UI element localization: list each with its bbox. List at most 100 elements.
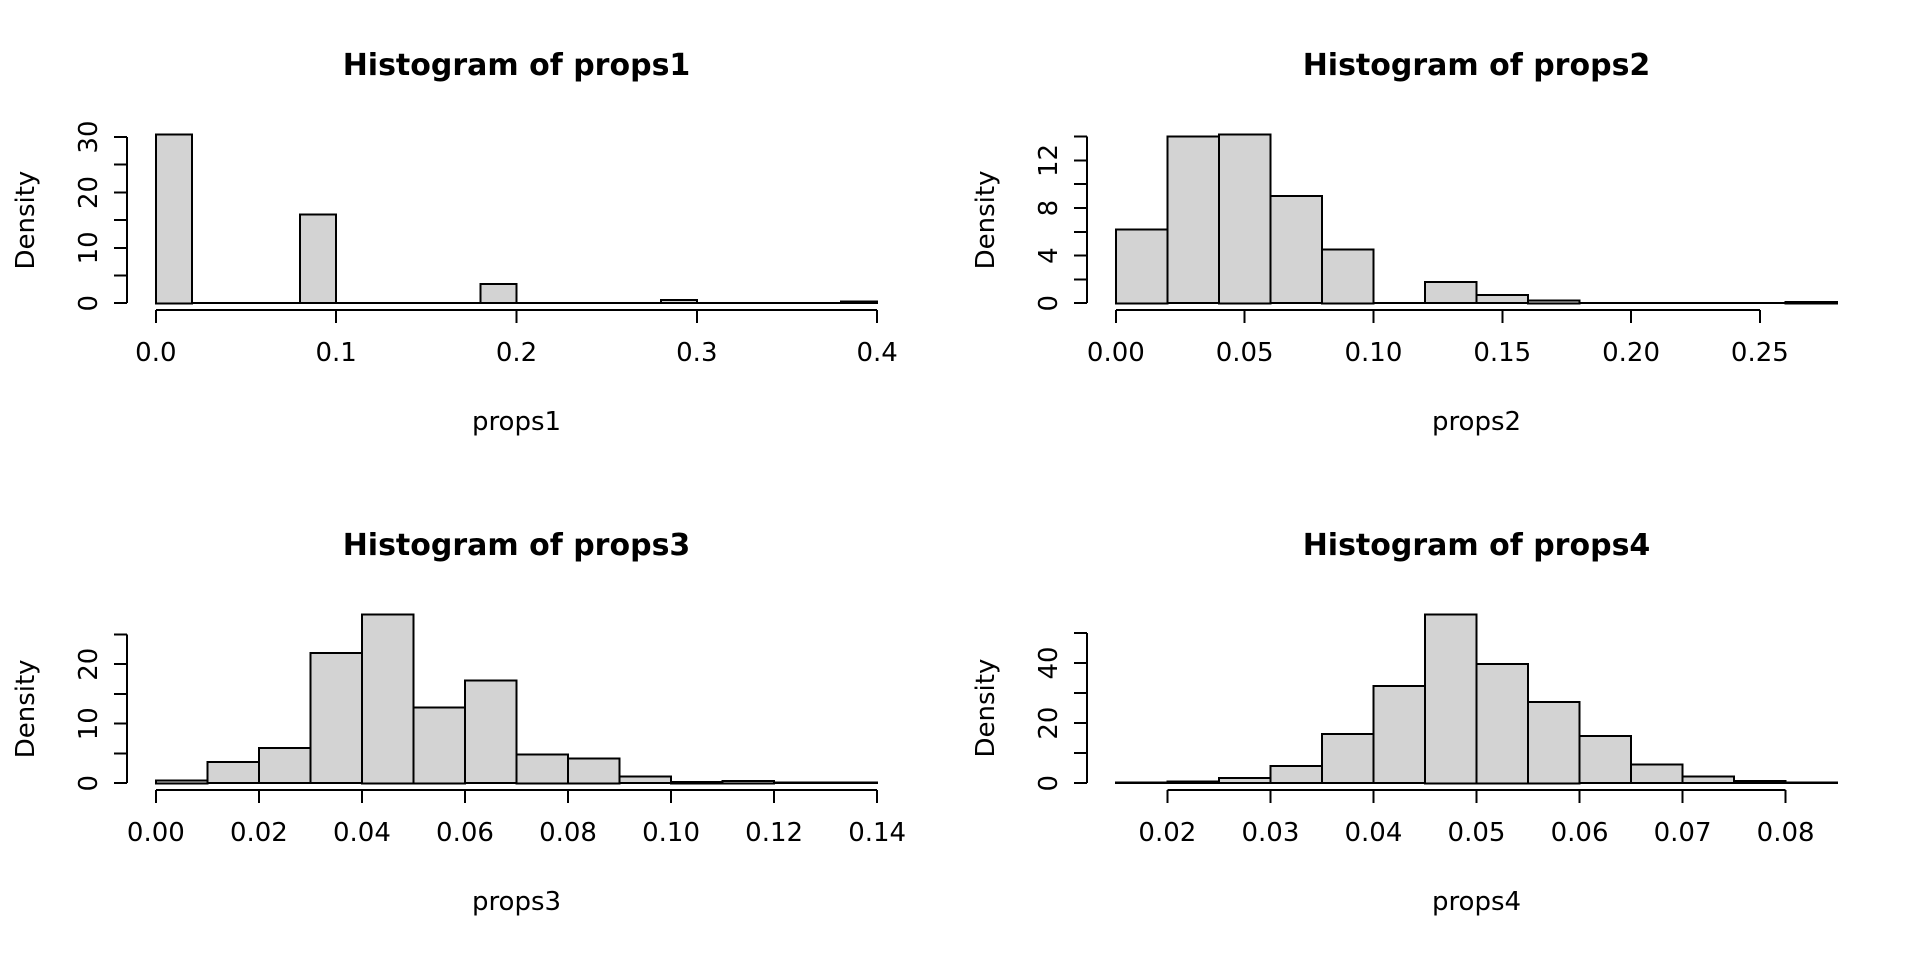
- x-tick-label: 0.10: [642, 818, 700, 848]
- histogram-bar: [154, 133, 193, 305]
- x-tick-label: 0.02: [1138, 818, 1196, 848]
- x-tick-label: 0.02: [230, 818, 288, 848]
- histogram-bar: [299, 213, 338, 305]
- x-tick-label: 0.12: [745, 818, 803, 848]
- x-tick-label: 0.07: [1654, 818, 1712, 848]
- x-tick-label: 0.06: [436, 818, 494, 848]
- histogram-bar: [1630, 763, 1684, 785]
- x-tick-label: 0.4: [856, 338, 897, 368]
- histogram-bar: [1527, 701, 1581, 785]
- histogram-bar: [1527, 299, 1581, 305]
- histogram-bar: [1114, 781, 1169, 785]
- x-tick-label: 0.1: [315, 338, 356, 368]
- y-tick-label: 0: [74, 295, 104, 312]
- y-axis-label: Density: [971, 171, 1001, 270]
- histogram-bar: [1372, 685, 1426, 785]
- histogram-bar: [659, 298, 698, 305]
- histogram-bar: [1733, 780, 1787, 785]
- histogram-bar: [309, 651, 363, 785]
- y-tick-label: 4: [1034, 247, 1064, 264]
- x-tick-label: 0.03: [1241, 818, 1299, 848]
- histogram-bar: [1166, 780, 1220, 785]
- y-tick-label: 12: [1034, 144, 1064, 177]
- x-tick-label: 0.08: [539, 818, 597, 848]
- x-tick-label: 0.2: [496, 338, 537, 368]
- chart-title: Histogram of props1: [343, 48, 691, 83]
- histogram-bar: [1114, 228, 1169, 305]
- histogram-bar: [1784, 781, 1839, 785]
- y-tick-label: 40: [1034, 646, 1064, 679]
- chart-title: Histogram of props3: [343, 528, 691, 563]
- histogram-bar: [824, 781, 879, 785]
- histogram-bar: [1166, 135, 1220, 305]
- histogram-props2: 0.00 0.05 0.10 0.15 0.20 0.25 0 4 8 12 Histogram o…: [971, 48, 1839, 437]
- histogram-props3: 0.00 0.02 0.04 0.06 0.08 0.10 0.12 0.14 0 10 20 His…: [11, 528, 906, 917]
- histogram-bar: [360, 613, 415, 785]
- x-tick-label: 0.25: [1731, 338, 1789, 368]
- histogram-bar: [206, 760, 260, 785]
- histogram-bar: [1320, 732, 1375, 785]
- histogram-props1: 0.0 0.1 0.2 0.3 0.4 0 10 20 30 Histogram of props…: [11, 48, 898, 437]
- y-tick-label: 0: [1034, 775, 1064, 792]
- histogram-bar: [1320, 248, 1375, 305]
- x-tick-label: 0.05: [1216, 338, 1274, 368]
- histogram-bar: [840, 300, 879, 305]
- histogram-bar: [1681, 775, 1736, 785]
- y-tick-label: 20: [74, 648, 104, 681]
- chart-title: Histogram of props4: [1303, 528, 1651, 563]
- histogram-bar: [1475, 293, 1529, 305]
- x-tick-label: 0.05: [1448, 818, 1506, 848]
- histogram-bar: [670, 781, 724, 785]
- panel-props1: 0.0 0.1 0.2 0.3 0.4 0 10 20 30 Histogram of props…: [0, 0, 960, 480]
- histogram-bar: [515, 753, 569, 785]
- histogram-bar: [1475, 662, 1529, 785]
- y-tick-label: 0: [1034, 295, 1064, 312]
- x-tick-label: 0.10: [1345, 338, 1403, 368]
- histogram-bar: [257, 747, 312, 785]
- histogram-bar: [1269, 764, 1323, 785]
- histogram-bar: [1269, 195, 1323, 305]
- histogram-bar: [154, 779, 209, 785]
- y-tick-label: 30: [74, 120, 104, 153]
- panel-props4: 0.02 0.03 0.04 0.05 0.06 0.07 0.08 0 20 40 Histogr…: [960, 480, 1920, 960]
- y-axis-label: Density: [11, 171, 41, 270]
- y-axis-label: Density: [971, 659, 1001, 758]
- histogram-props4: 0.02 0.03 0.04 0.05 0.06 0.07 0.08 0 20 40 Histogr…: [971, 528, 1839, 917]
- histogram-bar: [412, 706, 466, 785]
- histogram-bar: [479, 282, 518, 305]
- x-tick-label: 0.08: [1757, 818, 1815, 848]
- x-axis-label: props2: [1432, 407, 1521, 437]
- x-axis-label: props1: [472, 407, 561, 437]
- x-tick-label: 0.3: [676, 338, 717, 368]
- x-axis-label: props3: [472, 887, 561, 917]
- histogram-bar: [773, 781, 827, 785]
- histogram-bar: [567, 757, 621, 785]
- y-tick-label: 10: [74, 231, 104, 264]
- histogram-bar: [464, 679, 518, 785]
- histogram-bar: [1424, 280, 1478, 305]
- histogram-bar: [1217, 776, 1272, 785]
- x-tick-label: 0.04: [1345, 818, 1403, 848]
- x-tick-label: 0.06: [1551, 818, 1609, 848]
- y-tick-label: 20: [1034, 707, 1064, 740]
- panel-props2: 0.00 0.05 0.10 0.15 0.20 0.25 0 4 8 12 Histogram o…: [960, 0, 1920, 480]
- y-axis-label: Density: [11, 659, 41, 758]
- x-tick-label: 0.14: [848, 818, 906, 848]
- histogram-bar: [1217, 133, 1272, 305]
- y-tick-label: 0: [74, 775, 104, 792]
- histogram-bar: [1578, 735, 1632, 785]
- y-tick-label: 10: [74, 707, 104, 740]
- x-tick-label: 0.0: [135, 338, 176, 368]
- x-tick-label: 0.00: [127, 818, 185, 848]
- histogram-bar: [618, 775, 672, 785]
- x-tick-label: 0.20: [1602, 338, 1660, 368]
- chart-title: Histogram of props2: [1303, 48, 1651, 83]
- y-tick-label: 8: [1034, 200, 1064, 217]
- histogram-bar: [721, 779, 776, 785]
- y-tick-label: 20: [74, 176, 104, 209]
- x-tick-label: 0.15: [1473, 338, 1531, 368]
- histogram-bar: [1784, 301, 1839, 305]
- x-tick-label: 0.04: [333, 818, 391, 848]
- panel-props3: 0.00 0.02 0.04 0.06 0.08 0.10 0.12 0.14 0 10 20 His…: [0, 480, 960, 960]
